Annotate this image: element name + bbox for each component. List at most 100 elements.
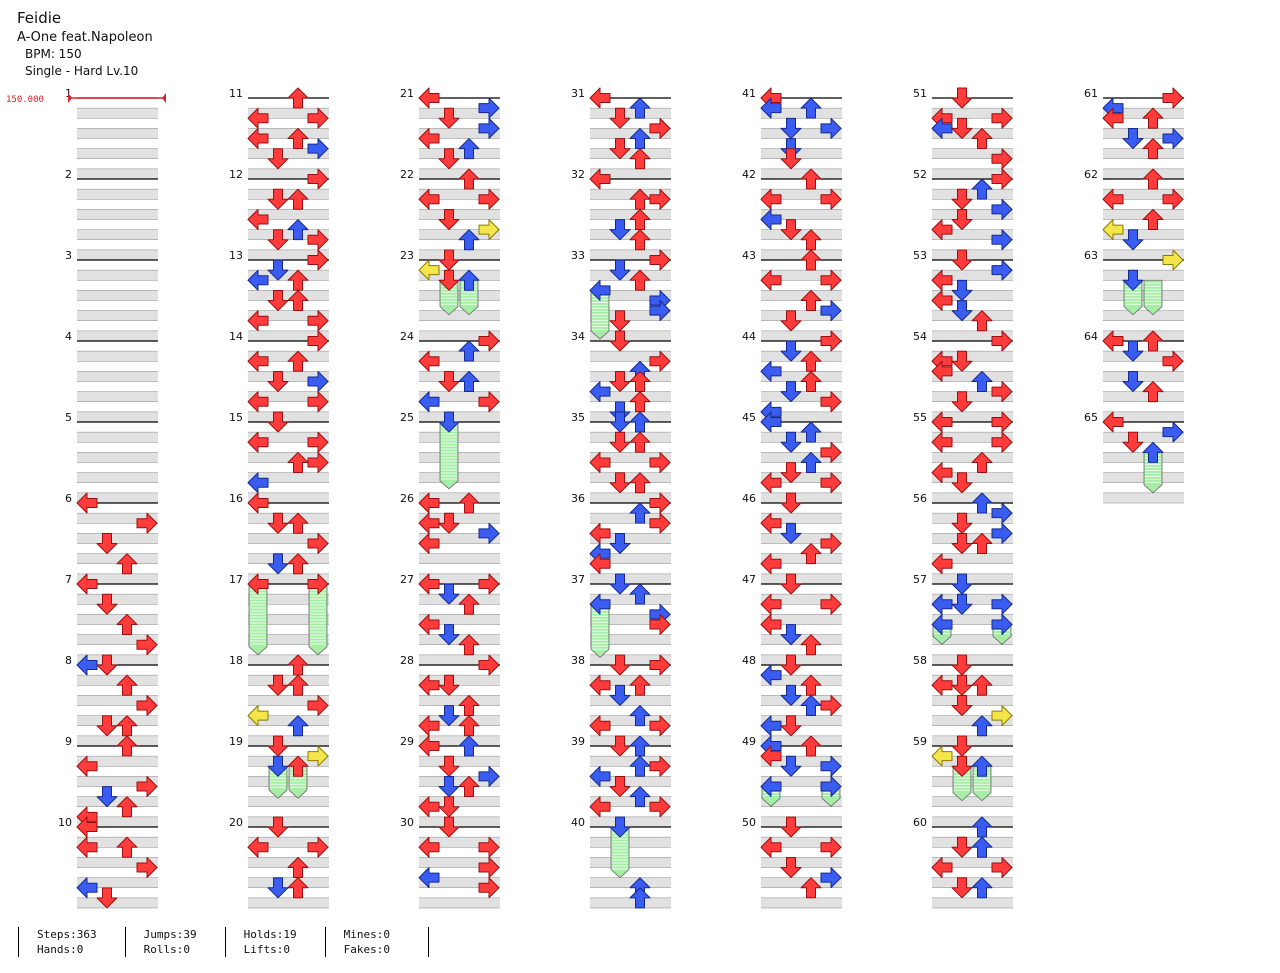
arrow-right-icon [649, 452, 671, 473]
arrow-up-icon [971, 533, 993, 554]
measure-number: 2 [65, 168, 72, 181]
arrow-down-icon [438, 107, 460, 129]
beat-band [761, 573, 842, 584]
arrow-up-icon [800, 877, 822, 899]
arrow-right-icon [136, 634, 158, 656]
beat-band [590, 108, 671, 119]
beat-band [590, 897, 671, 908]
arrow-down-icon [438, 512, 460, 534]
arrow-left-icon [76, 836, 98, 858]
beat-band [590, 148, 671, 159]
arrow-down-icon [951, 209, 973, 230]
beat-band [77, 472, 158, 483]
arrow-down-icon [438, 411, 460, 433]
measure-number: 11 [229, 87, 243, 100]
beat-band [77, 695, 158, 706]
hold-left [590, 603, 610, 658]
stat-jumps: Jumps:39 [143, 928, 197, 941]
arrow-down-icon [780, 431, 802, 453]
arrow-down-icon [780, 715, 802, 737]
beat-band [419, 776, 500, 787]
arrow-down-icon [609, 684, 631, 706]
arrow-right-icon [820, 472, 842, 494]
hold-left [590, 289, 610, 340]
beat-band [932, 492, 1013, 503]
measure-number: 45 [742, 411, 756, 424]
arrow-left-icon [247, 269, 269, 291]
arrow-left-icon [760, 360, 782, 382]
beat-band [248, 371, 329, 382]
beat-band [77, 776, 158, 787]
beat-band [590, 675, 671, 686]
measure-number: 1 [65, 87, 72, 100]
beat-band [419, 573, 500, 584]
beat-band [248, 391, 329, 402]
beat-band [248, 614, 329, 625]
beat-band [419, 290, 500, 301]
beat-band [932, 897, 1013, 908]
measure-number: 17 [229, 573, 243, 586]
beat-band [590, 837, 671, 848]
arrow-down-icon [951, 87, 973, 109]
beat-band [932, 209, 1013, 220]
beat-band [590, 857, 671, 868]
arrow-up-icon [800, 421, 822, 443]
arrow-up-icon [458, 735, 480, 757]
beat-band [590, 573, 671, 584]
beat-band [248, 735, 329, 746]
arrow-up-icon [971, 674, 993, 696]
arrow-down-icon [951, 573, 973, 595]
beat-band [77, 452, 158, 463]
arrow-up-icon [629, 674, 651, 696]
arrow-right-icon [307, 168, 329, 190]
arrow-left-icon [931, 411, 953, 433]
beat-band [761, 837, 842, 848]
beat-band [932, 249, 1013, 260]
beat-band [77, 168, 158, 179]
measure-number: 46 [742, 492, 756, 505]
arrow-down-icon [951, 512, 973, 534]
arrow-right-icon [649, 249, 671, 271]
measure-4 [77, 340, 158, 423]
arrow-left-icon [589, 796, 611, 818]
arrow-up-icon [971, 877, 993, 899]
arrow-down-icon [780, 310, 802, 332]
arrow-up-icon [287, 290, 309, 311]
arrow-right-icon [136, 857, 158, 878]
measure-number: 36 [571, 492, 585, 505]
arrow-up-icon [971, 452, 993, 473]
beat-band [761, 634, 842, 645]
arrow-down-icon [267, 188, 289, 210]
beat-band [248, 249, 329, 260]
arrow-down-icon [438, 674, 460, 696]
measure-number: 20 [229, 816, 243, 829]
arrow-right-icon [307, 695, 329, 716]
arrow-right-icon [820, 441, 842, 463]
beat-band [77, 432, 158, 443]
arrow-down-icon [951, 350, 973, 372]
arrow-right-icon [307, 745, 329, 767]
arrow-left-icon [247, 836, 269, 858]
beat-band [248, 432, 329, 443]
beat-band [419, 756, 500, 767]
beat-band [932, 533, 1013, 544]
arrow-right-icon [307, 431, 329, 453]
beat-band [419, 108, 500, 119]
beat-band [77, 654, 158, 665]
arrow-right-icon [478, 522, 500, 544]
arrow-right-icon [478, 765, 500, 787]
beat-band [932, 877, 1013, 888]
measure-number: 14 [229, 330, 243, 343]
arrow-up-icon [800, 452, 822, 473]
arrow-down-icon [951, 755, 973, 777]
arrow-right-icon [307, 391, 329, 413]
song-difficulty: Single - Hard Lv.10 [25, 64, 139, 78]
arrow-down-icon [951, 117, 973, 139]
hold-right [308, 583, 328, 656]
arrow-down-icon [609, 259, 631, 281]
measure-number: 6 [65, 492, 72, 505]
arrow-down-icon [609, 776, 631, 797]
beat-band [590, 654, 671, 665]
beat-band [932, 695, 1013, 706]
beat-band [1103, 330, 1184, 341]
